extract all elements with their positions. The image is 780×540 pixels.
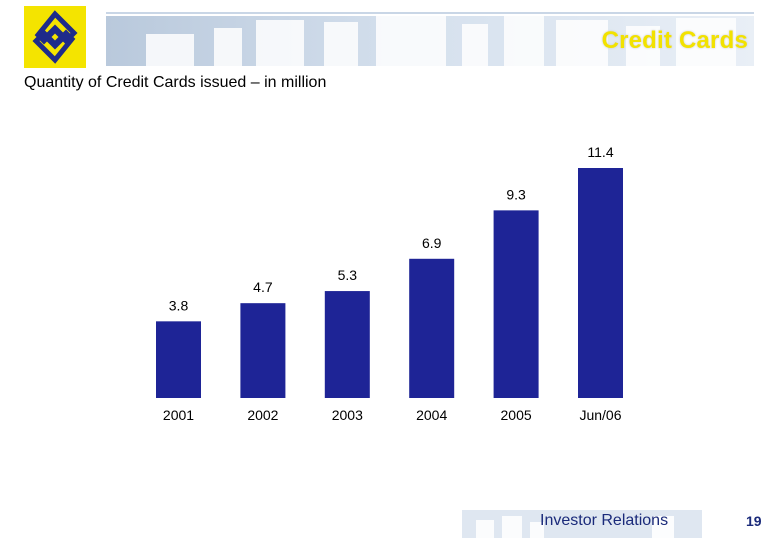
x-tick-label: 2005 [501, 407, 532, 423]
data-label: 4.7 [253, 279, 273, 295]
bar-2001 [156, 321, 201, 398]
bar-2003 [324, 291, 370, 398]
bar-2005 [493, 210, 539, 398]
header-banner [106, 12, 754, 66]
chart-title: Quantity of Credit Cards issued – in mil… [24, 74, 327, 91]
data-label: 6.9 [422, 235, 442, 251]
data-label: 11.4 [587, 144, 613, 160]
bar-2004 [409, 258, 455, 398]
data-label: 9.3 [506, 186, 526, 202]
page-number: 19 [746, 513, 762, 529]
x-tick-label: 2004 [416, 407, 447, 423]
footer-label: Investor Relations [540, 512, 669, 529]
x-tick-label: Jun/06 [579, 407, 621, 423]
x-tick-label: 2002 [247, 407, 278, 423]
data-label: 5.3 [338, 267, 358, 283]
footer-banner [462, 510, 702, 538]
slide-title: Credit Cards [601, 27, 748, 54]
banco-do-brasil-logo-icon [24, 6, 86, 68]
x-tick-label: 2001 [163, 407, 194, 423]
data-label: 3.8 [169, 297, 189, 313]
x-tick-label: 2003 [332, 407, 363, 423]
bar-2002 [240, 303, 286, 398]
bar-Jun/06 [578, 168, 623, 398]
